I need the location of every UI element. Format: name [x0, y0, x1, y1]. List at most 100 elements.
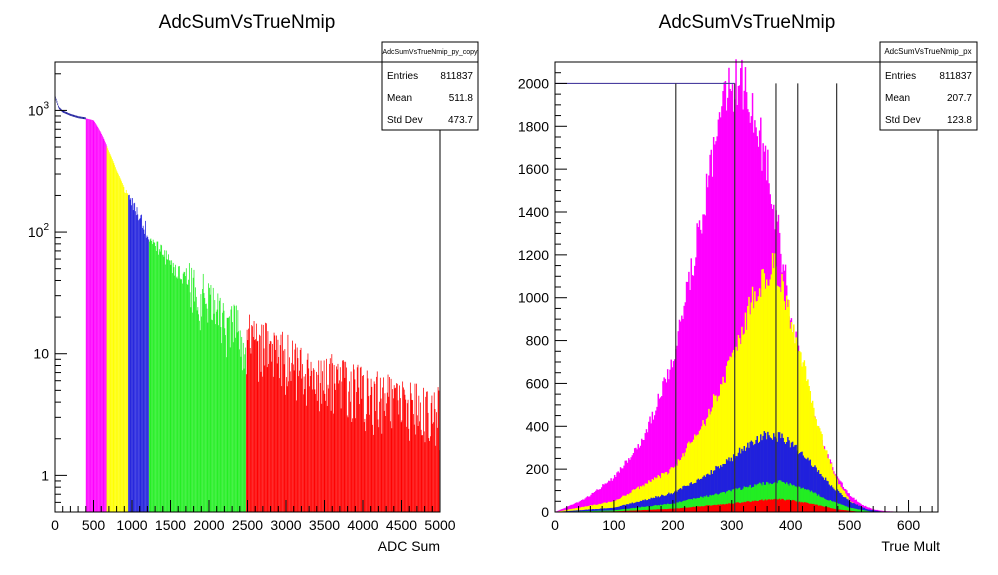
histogram-bin — [573, 508, 576, 512]
histogram-bin — [598, 503, 601, 512]
histogram-bin — [705, 474, 708, 512]
histogram-bin — [790, 484, 793, 512]
histogram-bin — [236, 332, 238, 512]
histogram-bin — [420, 429, 422, 512]
histogram-bin — [749, 484, 751, 512]
histogram-bin — [810, 490, 813, 512]
histogram-bin — [618, 472, 621, 512]
histogram-bin — [585, 506, 588, 512]
histogram-bin — [578, 510, 581, 512]
histogram-bin — [623, 509, 625, 512]
histogram-bin — [133, 203, 135, 512]
histogram-bin — [399, 398, 401, 512]
histogram-bin — [637, 486, 639, 512]
histogram-bin — [809, 503, 812, 512]
histogram-bin — [722, 491, 724, 512]
histogram-bin — [602, 508, 604, 512]
histogram-bin — [205, 303, 206, 512]
histogram-bin — [768, 285, 770, 512]
histogram-bin — [767, 482, 769, 512]
histogram-bin — [587, 496, 590, 512]
histogram-bin — [808, 385, 810, 512]
histogram-bin — [820, 431, 822, 512]
histogram-bin — [797, 454, 800, 512]
histogram-bin — [820, 473, 822, 512]
histogram-bin — [127, 193, 129, 512]
histogram-bin — [751, 500, 754, 512]
histogram-bin — [672, 508, 675, 512]
histogram-bin — [372, 424, 374, 512]
histogram-bin — [717, 396, 720, 512]
histogram-bin — [645, 506, 648, 512]
histogram-bin — [354, 379, 356, 512]
histogram-bin — [787, 306, 789, 512]
histogram-bin — [152, 239, 154, 513]
histogram-bin — [661, 494, 663, 512]
histogram-bin — [643, 509, 645, 512]
histogram-bin — [842, 496, 845, 512]
histogram-bin — [618, 499, 621, 512]
histogram-bin — [797, 351, 800, 512]
histogram-bin — [609, 481, 611, 512]
histogram-bin — [788, 499, 790, 512]
histogram-bin — [646, 483, 649, 512]
histogram-bin — [343, 361, 345, 512]
histogram-bin — [847, 510, 849, 512]
histogram-bin — [223, 310, 225, 512]
histogram-bin — [258, 381, 260, 512]
histogram-bin — [701, 478, 703, 512]
histogram-bin — [262, 324, 264, 512]
histogram-bin — [138, 219, 140, 512]
histogram-bin — [157, 241, 159, 513]
histogram-bin — [659, 397, 662, 512]
histogram-bin — [604, 508, 606, 512]
histogram-bin — [685, 507, 688, 512]
left-x-tick-label: 0 — [51, 517, 59, 533]
histogram-bin — [584, 498, 586, 512]
histogram-bin — [716, 401, 718, 512]
histogram-bin — [793, 446, 795, 512]
histogram-bin — [790, 322, 793, 512]
histogram-bin — [602, 484, 604, 512]
histogram-bin — [671, 367, 674, 512]
histogram-bin — [719, 384, 722, 512]
histogram-bin — [613, 507, 616, 512]
histogram-bin — [698, 497, 701, 512]
histogram-bin — [407, 399, 409, 512]
histogram-bin — [776, 499, 779, 512]
histogram-bin — [669, 369, 671, 512]
histogram-bin — [804, 366, 807, 512]
histogram-bin — [814, 492, 816, 512]
histogram-bin — [575, 508, 577, 512]
histogram-bin — [206, 308, 208, 512]
histogram-bin — [183, 271, 185, 512]
histogram-bin — [857, 509, 860, 512]
histogram-bin — [755, 439, 757, 512]
histogram-bin — [625, 510, 628, 512]
histogram-bin — [191, 267, 193, 512]
histogram-bin — [584, 506, 586, 512]
histogram-bin — [685, 500, 688, 512]
histogram-bin — [710, 411, 713, 512]
histogram-bin — [240, 356, 242, 512]
histogram-bin — [747, 487, 749, 512]
histogram-bin — [758, 482, 761, 512]
histogram-bin — [418, 395, 420, 512]
histogram-bin — [636, 487, 638, 512]
histogram-bin — [90, 119, 92, 513]
histogram-bin — [717, 494, 720, 512]
histogram-bin — [297, 358, 299, 512]
histogram-bin — [684, 500, 687, 512]
histogram-bin — [193, 269, 195, 512]
histogram-bin — [632, 489, 635, 512]
histogram-bin — [770, 483, 773, 512]
histogram-bin — [578, 501, 581, 512]
histogram-bin — [671, 467, 674, 512]
histogram-bin — [682, 319, 684, 512]
histogram-bin — [776, 441, 779, 512]
histogram-bin — [216, 309, 218, 512]
histogram-bin — [725, 491, 728, 512]
histogram-bin — [785, 442, 788, 512]
histogram-bin — [727, 504, 729, 512]
histogram-bin — [702, 506, 704, 512]
